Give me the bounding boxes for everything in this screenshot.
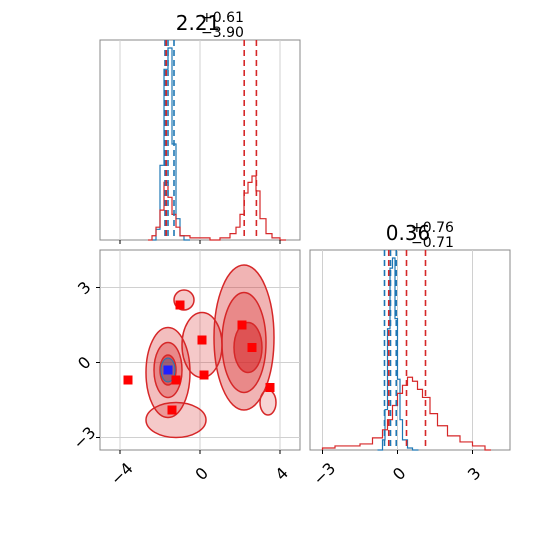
- red-point: [247, 343, 257, 352]
- blue-point: [163, 365, 173, 375]
- histogram-panel-param2: −3 0 3 0.36 +0.76 −0.71: [309, 220, 511, 489]
- red-point: [167, 405, 177, 415]
- posterior-points: [123, 300, 275, 415]
- title-sup: +0.76: [411, 220, 454, 236]
- x-tick-label: 4: [271, 463, 292, 484]
- red-point: [265, 383, 275, 392]
- axes-frame: [309, 249, 511, 451]
- red-point: [175, 300, 185, 310]
- title-value: 2.21: [176, 11, 221, 35]
- title-sub: −0.71: [411, 235, 454, 251]
- y-tick-labels: −3 0 3: [69, 278, 100, 453]
- grid-lines: [119, 40, 281, 240]
- contour-level: [145, 401, 207, 439]
- title-sub: −3.90: [201, 25, 244, 41]
- y-tick-label: −3: [69, 423, 99, 453]
- x-tick-label: 0: [191, 463, 212, 484]
- red-contours: [145, 264, 277, 439]
- quantile-lines: [383, 250, 427, 450]
- title-value: 0.36: [386, 221, 431, 245]
- red-point: [237, 320, 247, 330]
- contour-level: [181, 311, 223, 379]
- y-tick-label: 0: [74, 353, 95, 374]
- contour-panel: −4 0 4 −3 0 3: [69, 249, 301, 489]
- histogram-series: [148, 47, 286, 241]
- red-point: [199, 370, 209, 380]
- panel-title: 2.21: [176, 11, 221, 35]
- x-tick-labels: −3 0 3: [309, 450, 485, 489]
- x-tick-marks: [119, 240, 281, 244]
- title-sup: +0.61: [201, 10, 244, 26]
- histogram-panel-param1: 2.21 +0.61 −3.90: [99, 10, 301, 244]
- histogram-red: [321, 376, 491, 451]
- x-tick-label: −3: [309, 459, 339, 489]
- y-tick-label: 3: [74, 278, 95, 299]
- contour-level: [259, 389, 277, 416]
- red-point: [197, 335, 207, 345]
- quantile-lines: [164, 40, 258, 240]
- histogram-red: [148, 175, 286, 241]
- x-tick-labels: −4 0 4: [107, 450, 292, 489]
- red-point: [123, 375, 133, 385]
- x-tick-label: 0: [389, 463, 410, 484]
- grid-lines: [100, 250, 300, 450]
- panel-title: 0.36: [386, 221, 431, 245]
- x-tick-label: −4: [107, 459, 137, 489]
- x-tick-label: 3: [464, 463, 485, 484]
- red-point: [171, 375, 181, 385]
